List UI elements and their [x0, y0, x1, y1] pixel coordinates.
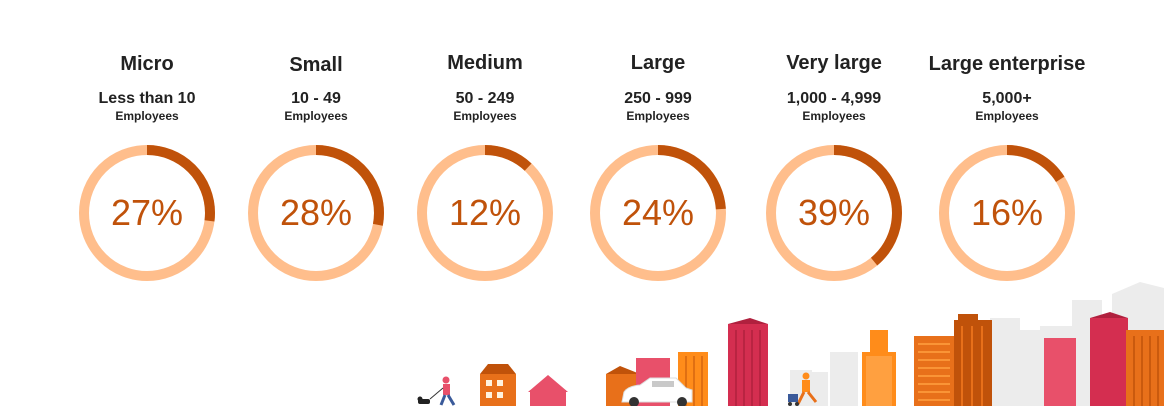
- donut-slice: [590, 145, 726, 281]
- category-unit: Employees: [626, 109, 690, 123]
- category-range: 1,000 - 4,999: [786, 90, 882, 107]
- donut-slice: [79, 145, 215, 281]
- office-buildings-icon: [914, 312, 1164, 406]
- donut-slice: [766, 145, 902, 281]
- category-range: 5,000+: [982, 90, 1032, 107]
- donut-slice: [939, 145, 1075, 281]
- donut-value-label: 27%: [110, 192, 184, 233]
- donut-chart: 12%: [417, 145, 553, 281]
- category-unit: Employees: [802, 109, 866, 123]
- donut-chart: 24%: [590, 145, 726, 281]
- category-range: Less than 10: [98, 90, 196, 107]
- donut-svg: [766, 145, 902, 281]
- pink-house-icon: [528, 375, 568, 406]
- donut-svg: [590, 145, 726, 281]
- donut-slice: [248, 145, 384, 281]
- car-icon: [621, 377, 693, 406]
- walker-icon: [417, 376, 456, 406]
- donut-value-label: 28%: [279, 192, 353, 233]
- donut-svg: [939, 145, 1075, 281]
- category-title: Large: [630, 52, 686, 74]
- donut-chart: 39%: [766, 145, 902, 281]
- category-unit: Employees: [453, 109, 517, 123]
- donut-svg: [417, 145, 553, 281]
- donut-value-label: 39%: [797, 192, 871, 233]
- donut-svg: [79, 145, 215, 281]
- category-range: 50 - 249: [455, 90, 515, 107]
- orange-tower-icon: [862, 330, 896, 406]
- donut-value-label: 24%: [621, 192, 695, 233]
- category-title: Medium: [447, 52, 523, 74]
- donut-svg: [248, 145, 384, 281]
- donut-chart: 28%: [248, 145, 384, 281]
- category-unit: Employees: [284, 109, 348, 123]
- category-range: 10 - 49: [291, 90, 341, 107]
- runner-icon: [788, 372, 818, 406]
- category-range: 250 - 999: [624, 90, 692, 107]
- red-tower-icon: [728, 318, 768, 406]
- category-unit: Employees: [115, 109, 179, 123]
- donut-chart: 27%: [79, 145, 215, 281]
- donut-chart: 16%: [939, 145, 1075, 281]
- donut-value-label: 16%: [970, 192, 1044, 233]
- category-title: Large enterprise: [928, 53, 1086, 75]
- donut-slice: [417, 145, 553, 281]
- category-unit: Employees: [975, 109, 1039, 123]
- donut-value-label: 12%: [448, 192, 522, 233]
- category-title: Very large: [786, 52, 882, 74]
- category-title: Small: [289, 54, 343, 76]
- category-title: Micro: [120, 53, 174, 75]
- house-icon: [480, 364, 516, 406]
